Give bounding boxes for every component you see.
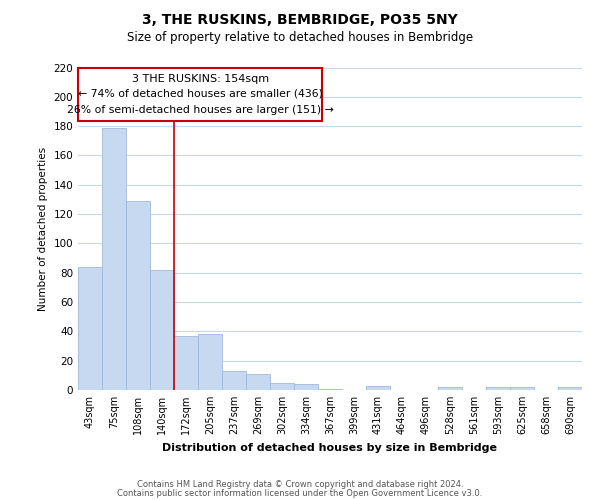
- Text: ← 74% of detached houses are smaller (436): ← 74% of detached houses are smaller (43…: [78, 88, 323, 99]
- Bar: [126, 201, 150, 390]
- Bar: [438, 387, 462, 390]
- Text: Contains HM Land Registry data © Crown copyright and database right 2024.: Contains HM Land Registry data © Crown c…: [137, 480, 463, 489]
- Bar: [222, 371, 246, 390]
- Bar: [558, 387, 582, 390]
- Bar: [270, 382, 294, 390]
- Bar: [78, 267, 102, 390]
- Text: Contains public sector information licensed under the Open Government Licence v3: Contains public sector information licen…: [118, 489, 482, 498]
- Bar: [102, 128, 126, 390]
- Bar: [198, 334, 222, 390]
- FancyBboxPatch shape: [78, 68, 322, 120]
- Bar: [486, 387, 510, 390]
- Text: 3 THE RUSKINS: 154sqm: 3 THE RUSKINS: 154sqm: [131, 74, 269, 84]
- Text: Size of property relative to detached houses in Bembridge: Size of property relative to detached ho…: [127, 32, 473, 44]
- Bar: [510, 387, 534, 390]
- Bar: [318, 388, 342, 390]
- Bar: [366, 386, 390, 390]
- Y-axis label: Number of detached properties: Number of detached properties: [38, 146, 48, 311]
- Bar: [246, 374, 270, 390]
- X-axis label: Distribution of detached houses by size in Bembridge: Distribution of detached houses by size …: [163, 442, 497, 452]
- Bar: [294, 384, 318, 390]
- Text: 3, THE RUSKINS, BEMBRIDGE, PO35 5NY: 3, THE RUSKINS, BEMBRIDGE, PO35 5NY: [142, 12, 458, 26]
- Text: 26% of semi-detached houses are larger (151) →: 26% of semi-detached houses are larger (…: [67, 104, 334, 115]
- Bar: [174, 336, 198, 390]
- Bar: [150, 270, 174, 390]
